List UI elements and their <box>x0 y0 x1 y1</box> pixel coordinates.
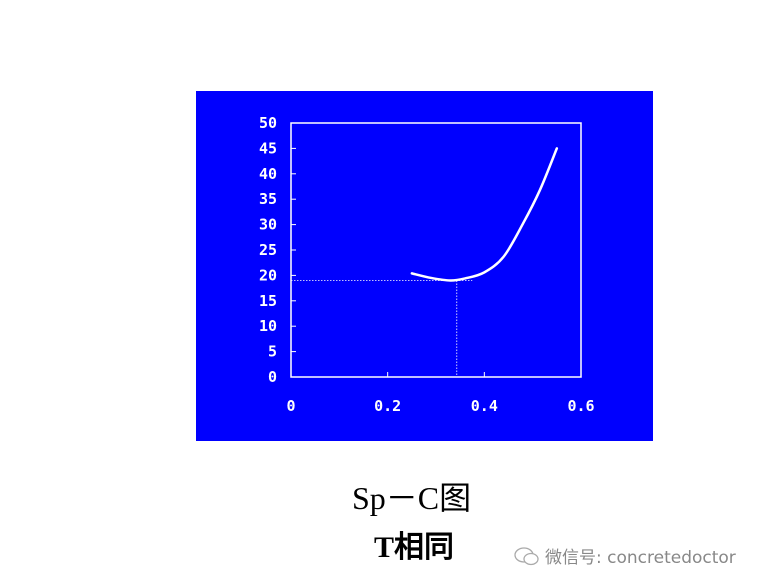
x-tick-label: 0.6 <box>567 397 594 415</box>
y-tick-label: 10 <box>259 317 277 335</box>
y-tick-label: 45 <box>259 139 277 157</box>
y-tick-label: 0 <box>268 368 277 386</box>
y-tick-label: 15 <box>259 292 277 310</box>
data-line <box>410 147 559 282</box>
wechat-icon <box>514 546 539 565</box>
y-tick-label: 50 <box>259 114 277 132</box>
y-tick-label: 40 <box>259 165 277 183</box>
y-tick-label: 5 <box>268 343 277 361</box>
plot-frame <box>290 122 582 378</box>
x-tick-label: 0.4 <box>471 397 498 415</box>
watermark: 微信号: concretedoctor <box>513 543 736 568</box>
line-chart: 0 5 10 15 20 25 30 35 40 45 50 0 0.2 0.4 0.6 <box>259 114 595 415</box>
watermark-text: 微信号: concretedoctor <box>545 548 736 568</box>
caption-line2: T相同 <box>374 531 455 564</box>
y-tick-label: 35 <box>259 190 277 208</box>
y-tick-label: 30 <box>259 216 277 234</box>
x-tick-label: 0 <box>286 397 295 415</box>
caption-line1: Sp－C图 <box>352 480 472 516</box>
chart-panel: 0 5 10 15 20 25 30 35 40 45 50 0 0.2 0.4 0.6 <box>196 91 653 441</box>
x-tick-label: 0.2 <box>374 397 401 415</box>
y-tick-label: 25 <box>259 241 277 259</box>
y-tick-label: 20 <box>259 266 277 284</box>
